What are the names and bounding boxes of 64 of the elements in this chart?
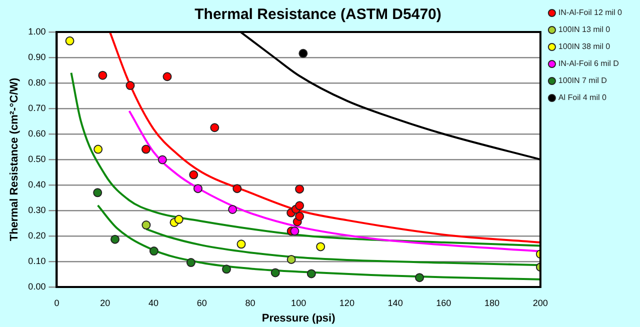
point <box>189 170 198 180</box>
point <box>295 212 304 221</box>
legend-label: IN-Al-Foil 12 mil 0 <box>558 8 623 18</box>
y-tick-label: 0.80 <box>28 77 46 88</box>
point <box>295 184 304 194</box>
x-tick-label: 120 <box>339 298 354 308</box>
point <box>98 70 108 80</box>
line-series <box>70 72 540 247</box>
point <box>228 204 238 214</box>
point <box>126 81 135 90</box>
point <box>270 268 280 278</box>
point <box>286 254 296 264</box>
point <box>295 201 304 210</box>
y-tick-label: 0.60 <box>28 128 46 138</box>
y-tick-label: 0.30 <box>28 204 46 215</box>
x-tick-label: 60 <box>196 298 207 308</box>
x-axis-title: Pressure (psi) <box>262 312 336 324</box>
point <box>149 246 158 256</box>
point <box>174 214 184 224</box>
legend-label: Al Foil 4 mil 0 <box>558 93 607 102</box>
point <box>93 188 102 198</box>
point <box>186 258 196 268</box>
y-tick-label: 1.00 <box>28 26 46 36</box>
chart-title: Thermal Resistance (ASTM D5470) <box>194 6 442 24</box>
x-tick-label: 140 <box>388 298 403 308</box>
point <box>236 240 246 249</box>
point <box>162 72 172 82</box>
y-tick-label: 0.10 <box>28 256 46 266</box>
point <box>298 48 308 58</box>
point <box>141 144 150 154</box>
y-tick-label: 0.20 <box>28 230 46 240</box>
point <box>290 226 300 236</box>
x-tick-label: 180 <box>484 298 500 308</box>
point <box>142 220 151 230</box>
y-tick-label: 0.90 <box>28 52 46 62</box>
point <box>158 155 167 164</box>
legend-label: 100IN 13 mil 0 <box>558 25 611 34</box>
point <box>110 234 120 244</box>
point <box>232 184 242 194</box>
point <box>210 123 220 132</box>
legend-label: IN-Al-Foil 6 mil D <box>558 59 620 68</box>
x-tick-label: 160 <box>436 298 452 308</box>
y-tick-label: 0.70 <box>28 102 46 113</box>
point <box>65 36 74 46</box>
point <box>222 264 231 274</box>
y-tick-label: 0.40 <box>28 179 46 190</box>
x-tick-label: 100 <box>291 298 306 308</box>
line-series <box>96 204 540 280</box>
x-tick-label: 40 <box>148 298 158 308</box>
point <box>94 144 103 154</box>
point <box>415 273 424 282</box>
x-tick-label: 200 <box>532 298 548 308</box>
line-series <box>108 32 540 244</box>
x-tick-label: 0 <box>54 298 60 308</box>
y-tick-label: 0.50 <box>28 154 46 164</box>
point <box>306 269 316 278</box>
y-axis-title: Thermal Resistance (cm²-°C/W) <box>8 78 21 242</box>
y-tick-label: 0.00 <box>28 281 46 292</box>
point <box>193 184 202 194</box>
x-tick-label: 80 <box>245 298 256 308</box>
point <box>316 242 326 252</box>
legend-label: 100IN 38 mil 0 <box>558 42 611 52</box>
legend-label: 100IN 7 mil D <box>558 76 608 86</box>
x-tick-label: 20 <box>100 298 110 308</box>
